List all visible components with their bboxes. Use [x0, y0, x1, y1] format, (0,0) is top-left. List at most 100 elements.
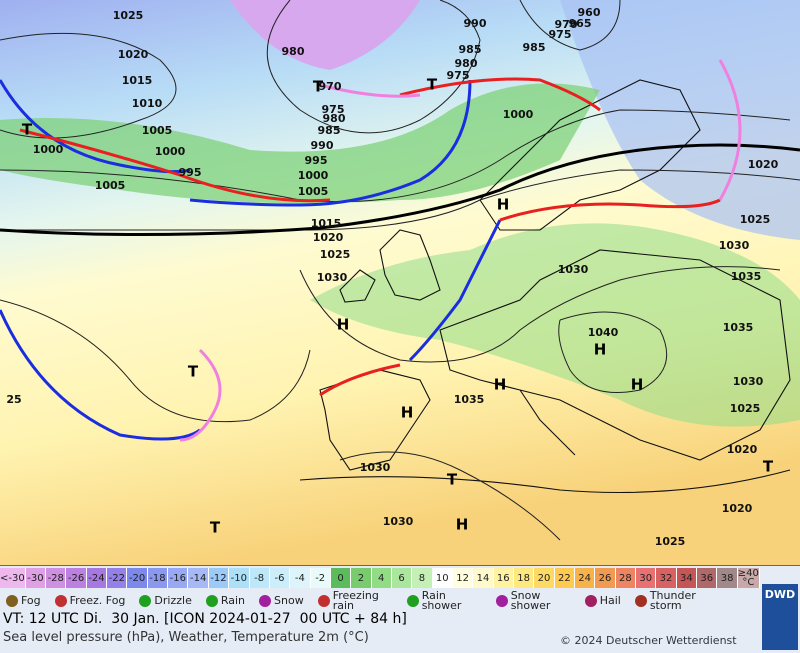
isobar-label: 1015 — [122, 74, 153, 87]
isobar-label: 1005 — [298, 185, 329, 198]
weather-label: Freez. Fog — [69, 594, 126, 607]
isobar-label: 1035 — [454, 393, 485, 406]
weather-icon — [406, 595, 419, 607]
scale-cell: -2 — [310, 568, 331, 588]
scale-cell: 30 — [636, 568, 657, 588]
weather-label: Hail — [599, 594, 621, 607]
isobar-label: 1030 — [558, 263, 589, 276]
pressure-center: H — [594, 341, 607, 359]
isobar-label: 970 — [319, 80, 342, 93]
pressure-center: H — [456, 516, 469, 534]
isobar-label: 980 — [455, 57, 478, 70]
weather-icon — [139, 595, 152, 607]
isobar-label: 1020 — [722, 502, 753, 515]
copyright: © 2024 Deutscher Wetterdienst — [560, 634, 737, 647]
scale-cell: 6 — [391, 568, 413, 588]
isobar-label: 1030 — [360, 461, 391, 474]
isobar-label: 1040 — [588, 326, 619, 339]
isobar-label: 25 — [6, 393, 21, 406]
isobar-label: 960 — [578, 6, 601, 19]
cold-area — [560, 0, 800, 240]
isobar-thick — [0, 143, 800, 237]
scale-cell: 0 — [330, 568, 352, 588]
isobar-label: 1000 — [503, 108, 534, 121]
weather-label: Freezing rain — [332, 589, 379, 612]
isobar-label: 1025 — [730, 402, 761, 415]
isobar-label: 1025 — [655, 535, 686, 548]
pressure-center: T — [763, 458, 774, 476]
pressure-center: H — [494, 376, 507, 394]
isobar-label: 975 — [447, 69, 470, 82]
isobar-label: 970 — [555, 18, 578, 31]
scale-cell: -20 — [127, 568, 148, 588]
weather-legend-item: Thunder storm — [629, 590, 710, 612]
weather-label: Snow shower — [510, 589, 551, 612]
weather-icon — [584, 595, 597, 607]
isobar-label: 990 — [311, 139, 334, 152]
weather-icon — [495, 595, 508, 607]
precipitation-area — [0, 83, 600, 204]
pressure-center: T — [210, 519, 221, 537]
isobar-label: 1000 — [155, 145, 186, 158]
scale-cell: -16 — [168, 568, 189, 588]
weather-legend-item: Snow — [253, 590, 304, 612]
isobar-label: 965 — [569, 17, 592, 30]
scale-cell: 14 — [473, 568, 494, 588]
precipitation-area — [310, 223, 800, 427]
weather-legend-item: Freezing rain — [312, 590, 393, 612]
weather-icon — [317, 595, 330, 607]
weather-icon — [205, 595, 218, 607]
isobar-label: 995 — [305, 154, 328, 167]
isobar-label: 1000 — [298, 169, 329, 182]
isobar-label: 1020 — [748, 158, 779, 171]
isobar-label: 1010 — [132, 97, 163, 110]
pressure-center: T — [22, 121, 33, 139]
isobars — [0, 0, 800, 541]
valid-time: VT: 12 UTC Di. 30 Jan. [ICON 2024-01-27 … — [3, 611, 407, 627]
weather-label: Rain shower — [421, 589, 462, 612]
isobar-label: 975 — [322, 103, 345, 116]
weather-icon — [634, 595, 647, 607]
scale-cell: -26 — [66, 568, 87, 588]
pressure-center: H — [401, 404, 414, 422]
scale-cell: 12 — [452, 568, 474, 588]
scale-cell: 24 — [575, 568, 596, 588]
scale-cell: -10 — [229, 568, 250, 588]
isobar-label: 1020 — [118, 48, 149, 61]
scale-cell: 10 — [432, 568, 453, 588]
weather-legend: Fog Freez. Fog Drizzle Rain Snow Freezing rai… — [0, 590, 760, 612]
scale-cell: 16 — [493, 568, 514, 588]
scale-cell: 26 — [595, 568, 616, 588]
scale-cell: -22 — [107, 568, 128, 588]
scale-cell: 20 — [534, 568, 555, 588]
isobar-label: 975 — [549, 28, 572, 41]
scale-cell: <-30 — [0, 568, 26, 588]
scale-cell: ≥40 °C — [737, 568, 760, 588]
dwd-logo: DWD — [762, 584, 798, 650]
isobar-label: 1020 — [727, 443, 758, 456]
weather-legend-item: Rain shower — [401, 590, 482, 612]
subtitle: Sea level pressure (hPa), Weather, Tempe… — [3, 630, 369, 645]
pressure-center: T — [188, 363, 199, 381]
isobar-label: 1025 — [113, 9, 144, 22]
weather-label: Drizzle — [154, 594, 192, 607]
scale-cell: 4 — [371, 568, 392, 588]
pressure-center: H — [497, 196, 510, 214]
scale-cell: 36 — [697, 568, 718, 588]
weather-icon — [259, 595, 272, 607]
pressure-center: T — [447, 471, 458, 489]
pressure-center: H — [337, 316, 350, 334]
isobar-label: 1020 — [313, 231, 344, 244]
weather-legend-item: Fog — [0, 590, 41, 612]
scale-cell: 22 — [554, 568, 575, 588]
weather-legend-item: Drizzle — [133, 590, 192, 612]
scale-cell: -14 — [188, 568, 209, 588]
scale-cell: 8 — [412, 568, 433, 588]
weather-icon — [54, 595, 67, 607]
weather-legend-item: Rain — [200, 590, 245, 612]
weather-label: Thunder storm — [649, 589, 696, 612]
scale-cell: -12 — [208, 568, 230, 588]
pressure-center: T — [313, 78, 324, 96]
